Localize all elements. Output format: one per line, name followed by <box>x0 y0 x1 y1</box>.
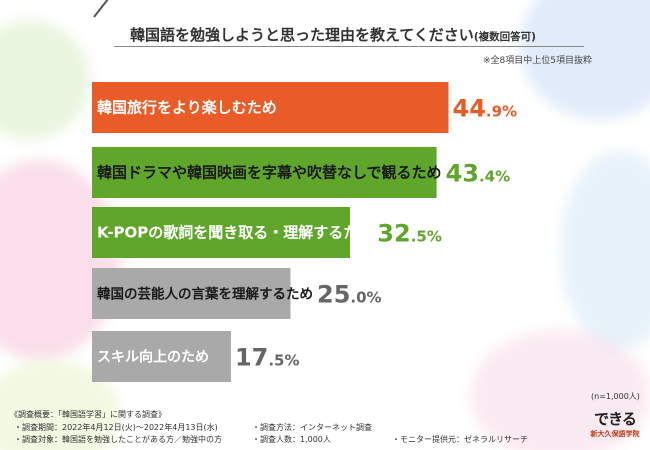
value-label-4: 25.0% <box>317 281 382 309</box>
footer-monitor: ・モニター提供元：ゼネラルリサーチ <box>392 435 528 444</box>
footer-count: ・調査人数：1,000人 <box>252 435 331 444</box>
logo-mark: できる <box>594 410 637 428</box>
category-label-4: 韓国の芸能人の言葉を理解するため <box>97 286 313 303</box>
value-label-1: 44.9% <box>453 95 518 123</box>
bar-1 <box>92 82 449 133</box>
footer-survey-title: 《調査概要：「韓国語学習」に関する調査》 <box>10 410 166 419</box>
category-label-2: 韓国ドラマや韓国映画を字幕や吹替なしで観るため <box>97 164 442 182</box>
value-label-3: 32.5% <box>377 220 442 248</box>
bar-4 <box>92 268 291 319</box>
title-main: 韓国語を勉強しようと思った理由を教えてください <box>130 26 474 44</box>
category-label-5: スキル向上のため <box>97 349 209 366</box>
footer-period: ・調査期間：2022年4月12日(火)〜2022年4月13日(水) <box>14 423 218 432</box>
school-logo: できる 新大久保語学院 <box>585 408 645 439</box>
bar-5 <box>92 331 231 382</box>
title-underline <box>114 46 584 47</box>
subset-note: ※全8項目中上位5項目抜粋 <box>483 56 592 66</box>
chart-title: 韓国語を勉強しようと思った理由を教えてください(複数回答可) <box>130 24 536 45</box>
footer-target: ・調査対象：韓国語を勉強したことがある方／勉強中の方 <box>14 435 222 444</box>
footer-method: ・調査方法：インターネット調査 <box>252 423 372 432</box>
category-label-1: 韓国旅行をより楽しむため <box>97 99 277 117</box>
category-label-3: K-POPの歌詞を聞き取る・理解するため <box>97 224 373 242</box>
logo-school-name: 新大久保語学院 <box>590 430 640 438</box>
sample-size-note: (n=1,000人) <box>591 392 640 401</box>
value-label-5: 17.5% <box>235 344 300 372</box>
value-label-2: 43.4% <box>446 160 511 188</box>
title-suffix: (複数回答可) <box>473 31 536 43</box>
bar-3 <box>92 207 351 258</box>
bar-2 <box>92 147 437 198</box>
